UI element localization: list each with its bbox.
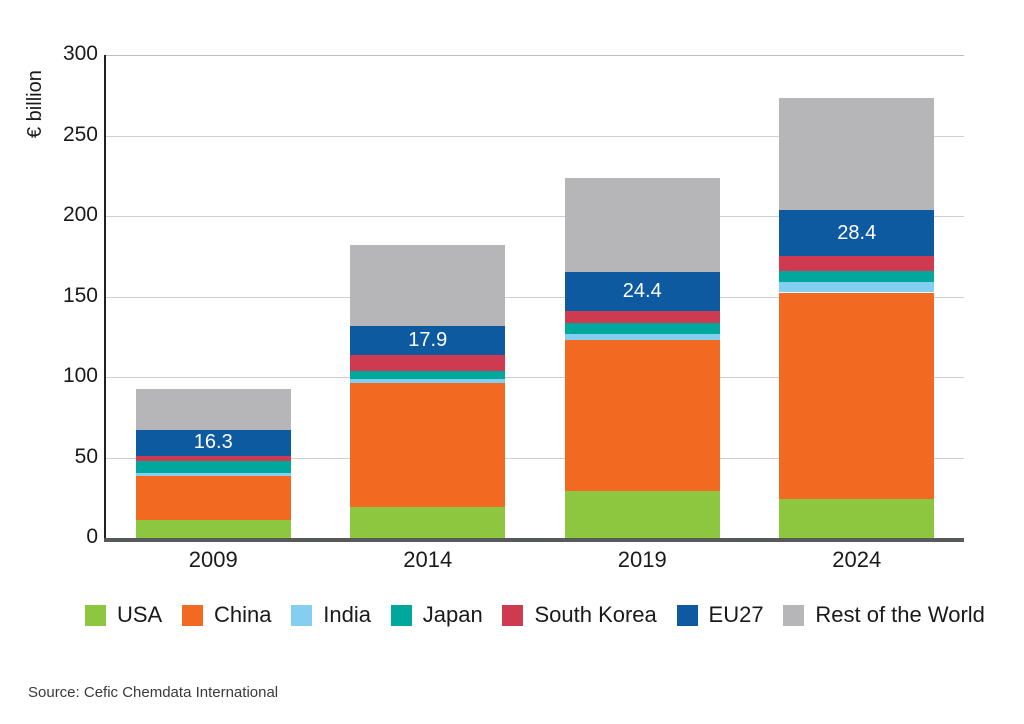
segment-china-2019[interactable] (564, 339, 720, 491)
y-tick-label-300: 300 (62, 42, 98, 65)
segment-rest-of-the-world-2014[interactable] (350, 244, 506, 326)
gridline-100 (106, 377, 964, 378)
segment-india-2014[interactable] (350, 379, 506, 384)
legend-swatch-china (182, 604, 204, 626)
segment-japan-2009[interactable] (135, 460, 291, 473)
segment-south-korea-2009[interactable] (135, 455, 291, 461)
legend-label-south-korea: South Korea (534, 602, 657, 627)
segment-rest-of-the-world-2024[interactable] (779, 97, 935, 211)
bar-2024: 28.4 (779, 55, 935, 538)
x-label-2019: 2019 (617, 547, 667, 572)
gridline-200 (106, 216, 964, 217)
source-note: Source: Cefic Chemdata International (28, 684, 279, 701)
segment-india-2024[interactable] (779, 281, 935, 293)
bar-2009: 16.3 (135, 55, 291, 538)
segment-eu27-2014[interactable]: 17.9 (350, 325, 506, 355)
segment-usa-2019[interactable] (564, 490, 720, 538)
legend-swatch-usa (85, 604, 106, 626)
data-label-eu27-2024: 28.4 (837, 221, 877, 244)
legend-label-japan: Japan (422, 602, 483, 627)
bar-2019: 24.4 (564, 55, 720, 538)
segment-rest-of-the-world-2009[interactable] (135, 389, 291, 430)
segment-eu27-2019[interactable]: 24.4 (564, 272, 720, 312)
gridline-250 (106, 135, 964, 137)
y-tick-label-200: 200 (62, 203, 98, 226)
y-tick-label-50: 50 (74, 444, 98, 468)
y-tick-label-0: 0 (86, 525, 98, 548)
gridline-50 (106, 457, 964, 459)
y-tick-label-150: 150 (62, 283, 98, 307)
legend-item-rest-of-the-world: Rest of the World (783, 602, 985, 628)
y-axis-line (104, 55, 106, 541)
x-axis-line (104, 538, 964, 542)
segment-rest-of-the-world-2019[interactable] (564, 177, 720, 273)
segment-eu27-2024[interactable]: 28.4 (779, 210, 935, 257)
legend-label-usa: USA (117, 602, 163, 627)
legend-item-eu27: EU27 (676, 602, 764, 628)
segment-china-2009[interactable] (135, 476, 291, 520)
y-tick-label-250: 250 (62, 122, 98, 146)
x-label-2024: 2024 (832, 547, 882, 572)
legend-label-eu27: EU27 (708, 602, 764, 627)
segment-usa-2014[interactable] (350, 506, 506, 538)
gridline-300 (106, 55, 964, 56)
x-label-2014: 2014 (403, 547, 453, 572)
legend-item-usa: USA (85, 602, 162, 628)
segment-eu27-2009[interactable]: 16.3 (135, 429, 291, 456)
legend-label-rest-of-the-world: Rest of the World (815, 602, 985, 627)
plot-area: 16.3 17.9 24.4 28.4 (104, 55, 964, 542)
segment-south-korea-2019[interactable] (564, 311, 720, 324)
segment-china-2024[interactable] (779, 292, 935, 500)
segment-japan-2024[interactable] (779, 270, 935, 282)
legend-swatch-eu27 (676, 604, 698, 626)
legend: USA China India Japan South Korea EU27 Rest of… (85, 602, 985, 628)
data-label-eu27-2014: 17.9 (408, 328, 448, 351)
segment-south-korea-2014[interactable] (350, 354, 506, 371)
segment-china-2014[interactable] (350, 383, 506, 507)
data-label-eu27-2019: 24.4 (622, 280, 662, 303)
segment-japan-2019[interactable] (564, 323, 720, 335)
segment-south-korea-2024[interactable] (779, 256, 935, 271)
segment-usa-2009[interactable] (135, 519, 291, 538)
legend-item-japan: Japan (390, 602, 483, 628)
data-label-eu27-2009: 16.3 (193, 431, 233, 454)
legend-label-india: India (323, 602, 371, 627)
legend-swatch-japan (390, 604, 412, 626)
segment-india-2009[interactable] (135, 472, 291, 477)
legend-label-china: China (214, 602, 272, 627)
segment-usa-2024[interactable] (779, 499, 935, 538)
x-label-2009: 2009 (188, 547, 238, 572)
segment-japan-2014[interactable] (350, 370, 506, 380)
legend-swatch-rest-of-the-world (783, 604, 805, 626)
legend-item-china: China (182, 602, 272, 628)
bar-2014: 17.9 (350, 55, 506, 538)
y-tick-label-100: 100 (62, 364, 98, 387)
legend-swatch-south-korea (502, 604, 524, 626)
segment-india-2019[interactable] (564, 334, 720, 340)
legend-swatch-india (291, 604, 313, 626)
legend-item-south-korea: South Korea (502, 602, 657, 628)
legend-item-india: India (291, 602, 371, 628)
gridline-150 (106, 296, 964, 298)
